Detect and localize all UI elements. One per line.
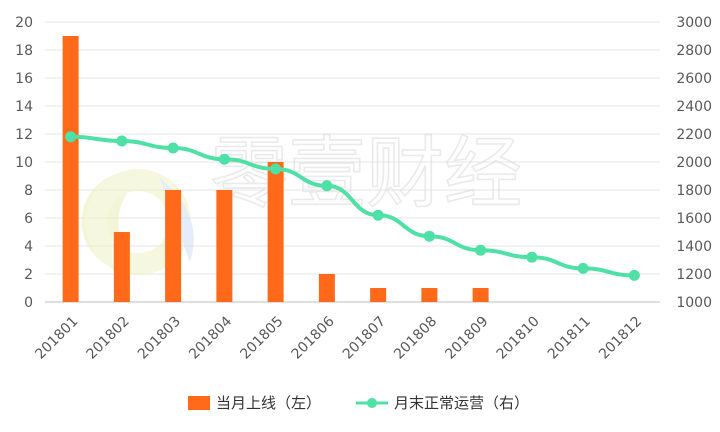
x-tick-label: 201807 (340, 314, 389, 363)
x-tick-label: 201808 (391, 314, 440, 363)
bar (165, 190, 182, 302)
right-tick-label: 1800 (676, 183, 712, 199)
line-series (65, 131, 640, 281)
right-tick-label: 2800 (676, 43, 712, 59)
left-tick-label: 18 (15, 43, 33, 59)
x-axis: 201801 201802 201803 201804 201805 201806 2018… (32, 313, 645, 362)
left-axis: 0 2 4 6 8 10 12 14 16 18 20 (15, 15, 33, 311)
line-point (475, 244, 487, 256)
left-tick-label: 8 (24, 183, 33, 199)
line-point (577, 262, 589, 274)
right-tick-label: 2600 (676, 71, 712, 87)
left-tick-label: 10 (15, 155, 33, 171)
x-tick-label: 201801 (32, 314, 81, 363)
legend: 当月上线（左） 月末正常运营（右） (188, 394, 529, 412)
legend-line-label: 月末正常运营（右） (394, 394, 529, 412)
x-tick-label: 201811 (545, 314, 594, 363)
line-point (167, 142, 179, 154)
bar (370, 288, 387, 302)
left-tick-label: 16 (15, 71, 33, 87)
bar (318, 274, 335, 302)
left-tick-label: 6 (24, 211, 33, 227)
watermark: 零壹财经 (81, 128, 523, 275)
line-point (526, 251, 538, 263)
right-tick-label: 2400 (676, 99, 712, 115)
bar (421, 288, 438, 302)
x-tick-label: 201809 (442, 314, 491, 363)
bar (267, 162, 284, 302)
line-point (270, 163, 282, 175)
right-tick-label: 1000 (676, 295, 712, 311)
left-tick-label: 14 (15, 99, 33, 115)
left-tick-label: 2 (24, 267, 33, 283)
left-tick-label: 4 (24, 239, 33, 255)
right-tick-label: 1200 (676, 267, 712, 283)
left-tick-label: 12 (15, 127, 33, 143)
line-point (65, 131, 77, 143)
line-point (372, 209, 384, 221)
line-point (321, 180, 333, 192)
right-tick-label: 2000 (676, 155, 712, 171)
bar (472, 288, 489, 302)
line-point (628, 269, 640, 281)
right-tick-label: 3000 (676, 15, 712, 31)
left-tick-label: 0 (24, 295, 33, 311)
bar (62, 36, 79, 302)
x-tick-label: 201806 (289, 313, 338, 362)
right-tick-label: 1600 (676, 211, 712, 227)
bar (216, 190, 233, 302)
right-axis: 1000 1200 1400 1600 1800 2000 2200 2400 2600 2800… (676, 15, 712, 311)
line-point (423, 230, 435, 242)
bar (113, 232, 130, 302)
line-point (218, 153, 230, 165)
legend-bar-swatch (188, 396, 210, 410)
x-tick-label: 201803 (135, 314, 184, 363)
bar-series (62, 36, 489, 302)
x-tick-label: 201804 (186, 313, 235, 362)
line-point (116, 135, 128, 147)
x-tick-label: 201810 (494, 314, 543, 363)
x-tick-label: 201802 (84, 314, 133, 363)
right-tick-label: 1400 (676, 239, 712, 255)
legend-line-marker (367, 398, 377, 408)
legend-bar-label: 当月上线（左） (216, 394, 321, 412)
right-tick-label: 2200 (676, 127, 712, 143)
watermark-text: 零壹财经 (210, 129, 522, 219)
x-tick-label: 201812 (596, 314, 645, 363)
left-tick-label: 20 (15, 15, 33, 31)
x-tick-label: 201805 (237, 314, 286, 363)
